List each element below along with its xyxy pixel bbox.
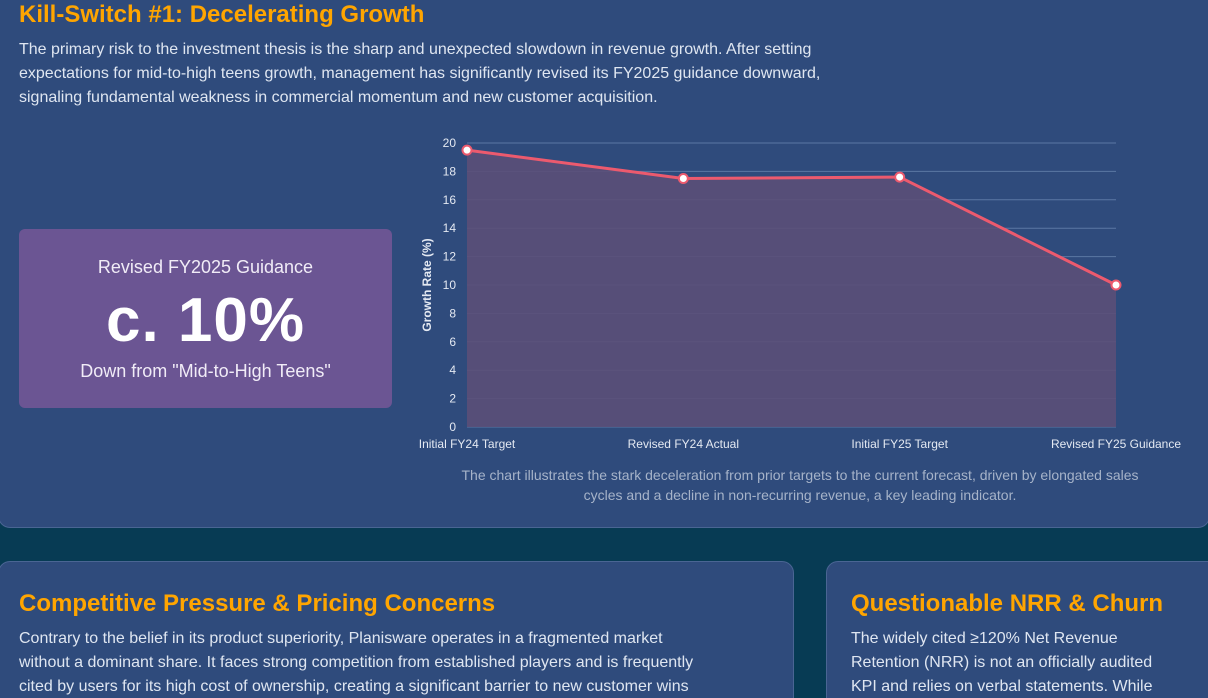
competition-section-panel (0, 561, 794, 698)
caption-line: cycles and a decline in non-recurring re… (583, 487, 1017, 503)
data-point (894, 171, 906, 183)
y-tick-label: 18 (443, 164, 457, 178)
y-tick-label: 16 (443, 193, 457, 207)
paragraph-line: The widely cited ≥120% Net Revenue (851, 630, 1118, 647)
competition-section-paragraph: Contrary to the belief in its product su… (19, 627, 693, 698)
y-tick-label: 12 (443, 250, 457, 264)
data-point (677, 173, 689, 184)
chart-caption: The chart illustrates the stark decelera… (430, 465, 1170, 505)
y-tick-label: 20 (443, 136, 457, 150)
y-tick-label: 14 (443, 221, 457, 235)
kpi-card: Revised FY2025 Guidance c. 10% Down from… (19, 229, 392, 408)
kpi-subtext: Down from "Mid-to-High Teens" (80, 361, 331, 381)
x-tick-label: Revised FY25 Guidance (1051, 437, 1181, 451)
growth-section-title: Kill-Switch #1: Decelerating Growth (19, 1, 425, 28)
x-tick-label: Initial FY24 Target (419, 437, 516, 451)
paragraph-line: expectations for mid-to-high teens growt… (19, 65, 821, 82)
kpi-label: Revised FY2025 Guidance (97, 257, 314, 277)
y-tick-label: 8 (449, 306, 456, 320)
growth-section-paragraph: The primary risk to the investment thesi… (19, 38, 820, 110)
caption-line: The chart illustrates the stark decelera… (461, 467, 1139, 483)
series-line (466, 148, 1117, 287)
data-point (461, 144, 473, 156)
nrr-section-paragraph: The widely cited ≥120% Net Revenue Reten… (851, 627, 1152, 698)
paragraph-line: Contrary to the belief in its product su… (19, 630, 663, 647)
data-point (1110, 279, 1122, 291)
paragraph-line: cited by users for its high cost of owne… (19, 678, 689, 695)
nrr-section-panel (826, 561, 1208, 698)
x-tick-label: Initial FY25 Target (851, 437, 948, 451)
y-axis-label: Growth Rate (%) (420, 238, 434, 331)
paragraph-line: signaling fundamental weakness in commer… (19, 89, 658, 106)
paragraph-line: without a dominant share. It faces stron… (19, 654, 694, 671)
nrr-section-title: Questionable NRR & Churn (851, 590, 1164, 617)
paragraph-line: KPI and relies on verbal statements. Whi… (851, 678, 1153, 695)
growth-rate-chart: 0 2 4 6 8 10 12 14 16 18 20 Initial FY24 Target Rev… (419, 136, 1182, 451)
y-tick-label: 6 (449, 335, 456, 349)
y-tick-label: 2 (449, 392, 456, 406)
paragraph-line: The primary risk to the investment thesi… (19, 41, 812, 58)
paragraph-line: Retention (NRR) is not an officially aud… (851, 654, 1153, 671)
y-tick-label: 0 (449, 420, 456, 434)
x-tick-label: Revised FY24 Actual (628, 437, 739, 451)
kpi-value: c. 10% (105, 286, 306, 355)
area-fill (467, 150, 1116, 427)
y-tick-label: 4 (449, 363, 456, 377)
competition-section-title: Competitive Pressure & Pricing Concerns (19, 590, 496, 617)
y-tick-label: 10 (443, 278, 457, 292)
